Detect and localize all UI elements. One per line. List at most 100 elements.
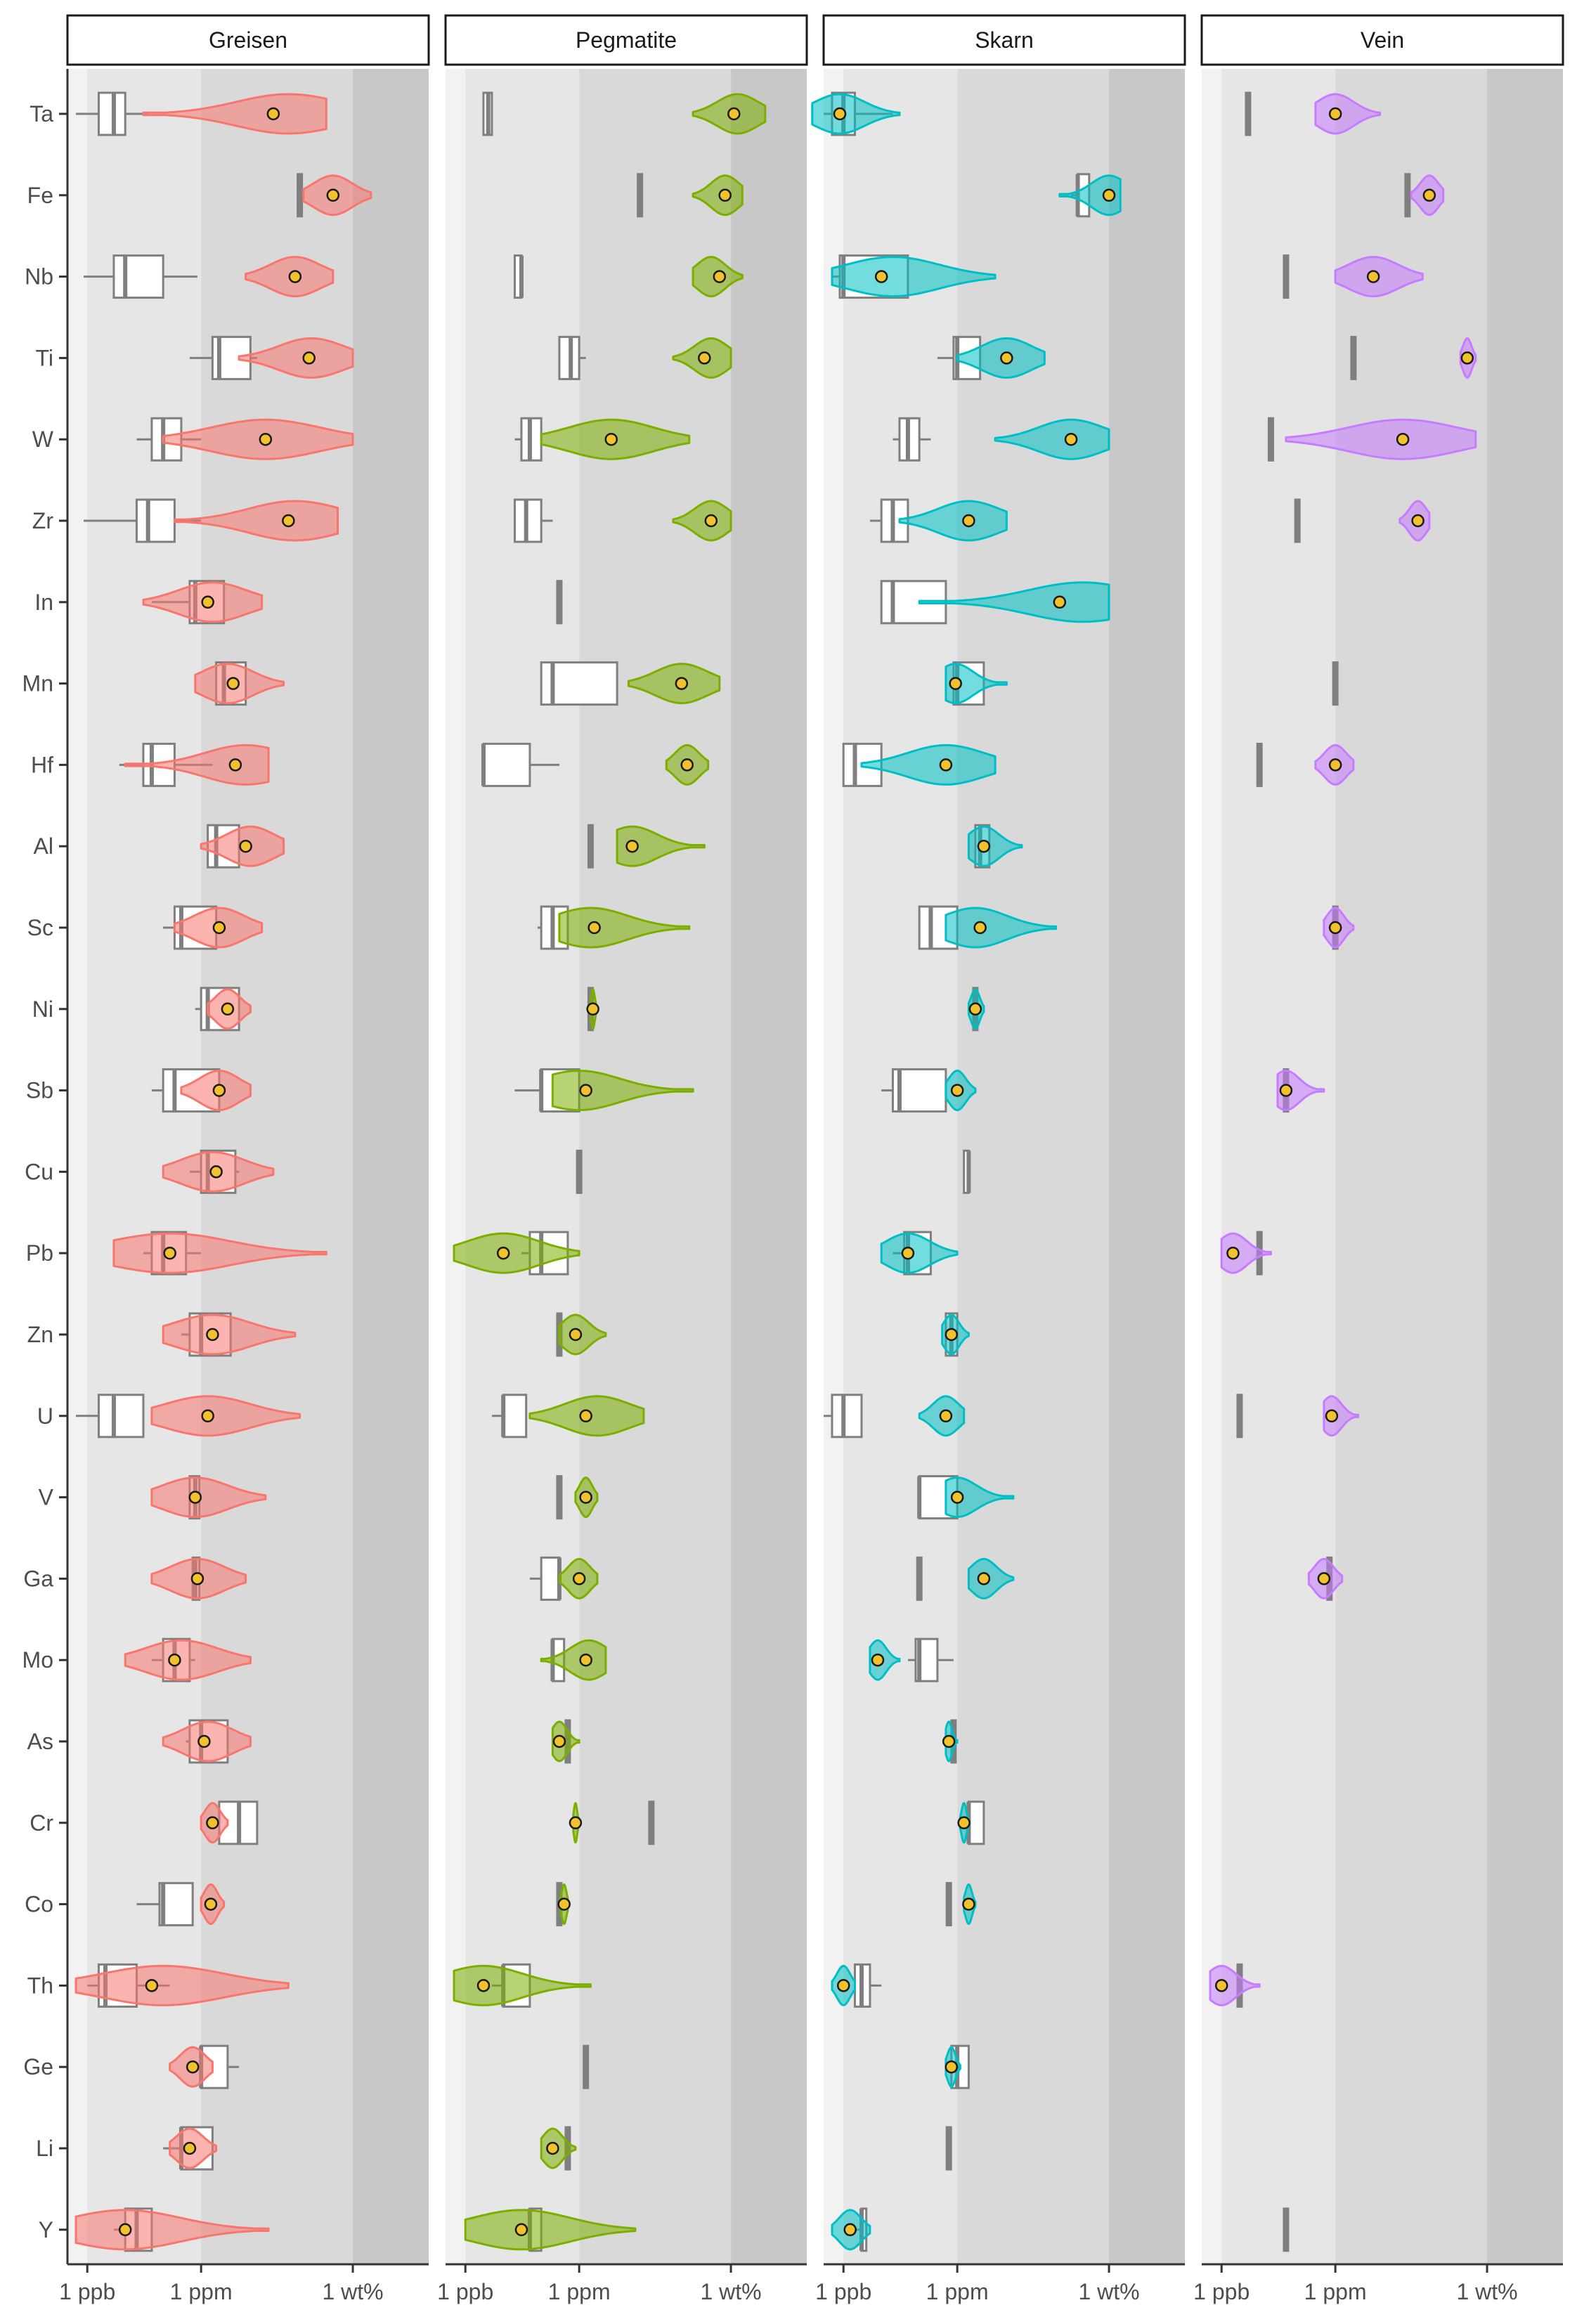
violin-shape <box>464 2209 637 2251</box>
median-point <box>186 2060 200 2074</box>
median-point <box>942 1734 956 1748</box>
median-point <box>604 432 618 446</box>
box-iqr <box>112 254 164 299</box>
median-point <box>209 1165 223 1179</box>
panel-greisen: Greisen 1 ppb 1 ppm 1 wt% <box>59 14 430 2304</box>
boxplot-vein-fe <box>1404 173 1411 218</box>
violin-shape <box>860 744 997 786</box>
violin-pegmatite-co <box>557 1883 571 1926</box>
median-point <box>579 1653 592 1667</box>
violin-shape <box>112 1232 327 1274</box>
violin-shape <box>869 1639 901 1681</box>
violin-pegmatite-ti <box>672 337 732 379</box>
violin-greisen-sb <box>180 1070 252 1112</box>
background-band <box>465 69 580 2264</box>
median-point <box>282 514 295 528</box>
background-band <box>446 69 466 2264</box>
median-point <box>552 1734 566 1748</box>
violin-shape <box>453 1964 592 2006</box>
violin-shape <box>692 174 744 216</box>
median-point <box>569 1816 583 1830</box>
median-point <box>1396 432 1410 446</box>
violin-pegmatite-ni <box>586 988 599 1030</box>
median-point <box>1325 1409 1339 1423</box>
violin-vein-w <box>1285 418 1477 460</box>
y-tick-label-co: Co <box>25 1892 53 1917</box>
violin-shape <box>150 1395 301 1437</box>
boxplot-greisen-nb <box>83 254 197 299</box>
violin-greisen-mo <box>124 1639 252 1681</box>
violin-vein-zr <box>1398 500 1431 542</box>
median-point <box>496 1246 510 1260</box>
median-point <box>625 839 639 853</box>
y-tick-label-zr: Zr <box>32 508 54 533</box>
median-point <box>939 758 953 772</box>
violin-shape <box>74 1964 290 2006</box>
boxplot-vein-zr <box>1294 498 1301 543</box>
y-tick-label-v: V <box>39 1485 54 1510</box>
violin-greisen-zr <box>173 500 339 542</box>
median-point <box>118 2223 132 2237</box>
violin-greisen-y <box>74 2209 270 2251</box>
boxplot-greisen-ta <box>75 91 148 136</box>
violin-greisen-al <box>200 825 285 867</box>
y-tick-label-fe: Fe <box>27 183 53 208</box>
median-point <box>228 758 242 772</box>
boxplot-vein-ta <box>1245 91 1252 136</box>
y-tick-label-ni: Ni <box>32 997 53 1022</box>
facet-label-vein: Vein <box>1361 27 1404 53</box>
violin-shape <box>1314 93 1382 135</box>
violin-shape <box>558 1313 607 1356</box>
violin-skarn-as <box>942 1720 959 1763</box>
facet-strip <box>66 14 430 66</box>
boxplot-pegmatite-ti <box>558 335 586 380</box>
boxplot-pegmatite-v <box>556 1475 563 1520</box>
boxplot-pegmatite-cr <box>648 1800 655 1845</box>
violin-greisen-mn <box>194 663 285 705</box>
median-point <box>698 351 711 365</box>
violin-skarn-ga <box>967 1557 1015 1599</box>
x-tick-label: 1 ppm <box>1304 2279 1367 2304</box>
violin-shape <box>150 1476 267 1519</box>
boxplot-vein-u <box>1236 1394 1243 1439</box>
violin-shape <box>551 1720 580 1763</box>
median-point <box>190 1572 205 1585</box>
violin-greisen-as <box>162 1720 252 1763</box>
boxplot-vein-hf <box>1256 742 1263 787</box>
violin-shape <box>945 907 1058 949</box>
boxplot-pegmatite-al <box>587 824 594 869</box>
violin-skarn-zr <box>898 500 1008 542</box>
violin-greisen-hf <box>124 744 270 786</box>
violin-greisen-zn <box>162 1313 297 1356</box>
violin-greisen-li <box>169 2127 218 2169</box>
violin-greisen-nb <box>245 256 335 298</box>
violin-skarn-sb <box>945 1070 977 1112</box>
violin-skarn-co <box>962 1883 977 1926</box>
median-point <box>586 1002 599 1016</box>
violin-pegmatite-mn <box>627 663 721 705</box>
violin-skarn-ni <box>967 988 985 1030</box>
box-iqr <box>135 498 176 543</box>
y-tick-label-mn: Mn <box>22 671 53 696</box>
violin-shape <box>558 907 691 949</box>
violin-pegmatite-zr <box>672 500 732 542</box>
median-point <box>1317 1572 1331 1585</box>
violin-shape <box>124 1639 252 1681</box>
median-point <box>1064 432 1078 446</box>
x-tick-label: 1 ppb <box>815 2279 871 2304</box>
background-band <box>843 69 958 2264</box>
median-point <box>557 1897 571 1911</box>
median-point <box>945 2060 959 2074</box>
median-point <box>836 1979 850 1992</box>
median-point <box>718 188 732 202</box>
boxplot-greisen-fe <box>297 173 304 218</box>
median-point <box>572 1572 586 1585</box>
background-band <box>957 69 1110 2264</box>
violin-greisen-u <box>150 1395 301 1437</box>
facet-label-pegmatite: Pegmatite <box>576 27 677 53</box>
median-point <box>945 1327 959 1342</box>
y-tick-label-al: Al <box>34 833 53 859</box>
violin-shape <box>967 1557 1015 1599</box>
box-iqr <box>967 1800 985 1845</box>
boxplot-pegmatite-mn <box>540 661 618 706</box>
